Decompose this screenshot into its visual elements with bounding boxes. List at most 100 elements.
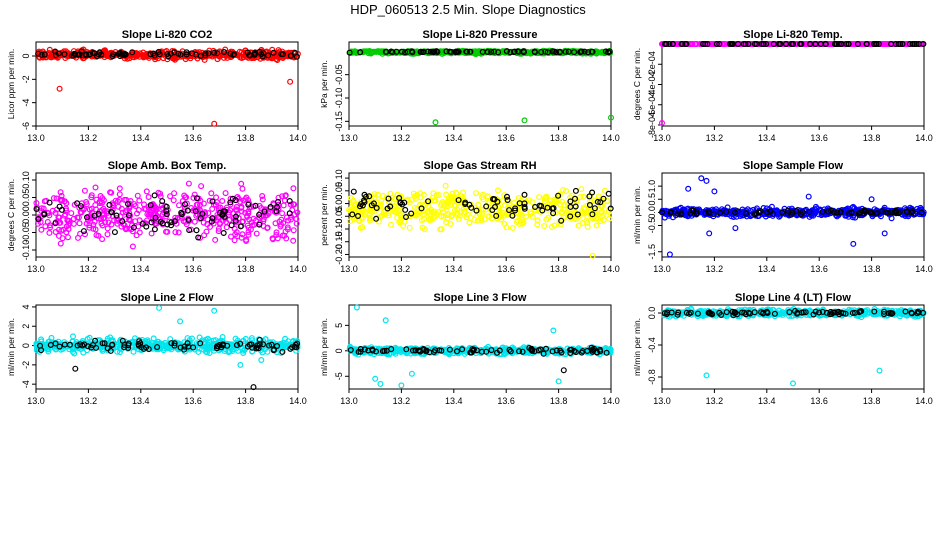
data-point [113, 212, 120, 219]
data-point [256, 202, 263, 209]
data-point [468, 204, 475, 211]
data-point [141, 201, 148, 208]
data-point [571, 195, 578, 202]
outlier-point [258, 357, 265, 364]
outlier-point [382, 317, 389, 324]
data-point [572, 187, 579, 194]
x-tick-label: 13.8 [550, 133, 568, 143]
x-tick-label: 13.0 [653, 264, 671, 274]
data-point [279, 51, 286, 58]
data-point [77, 230, 84, 237]
x-tick-label: 13.2 [393, 264, 411, 274]
data-point [357, 225, 364, 232]
data-point [359, 202, 366, 209]
data-point [243, 238, 250, 245]
data-point [209, 198, 216, 205]
data-point [371, 194, 378, 201]
data-point [81, 231, 88, 238]
data-point [245, 210, 252, 217]
data-point [491, 48, 498, 55]
data-point [403, 214, 410, 221]
data-point [204, 221, 211, 228]
data-point [410, 190, 417, 197]
y-tick-label: -0.8 [647, 369, 657, 385]
data-point [669, 40, 676, 47]
panel-4: Slope Amb. Box Temp.13.0 13.2 13.4 13.6 13.8… [6, 160, 307, 274]
data-point [568, 48, 575, 55]
data-point [256, 211, 263, 218]
data-point [545, 214, 552, 221]
data-point [46, 229, 53, 236]
data-point [74, 214, 81, 221]
data-point [509, 225, 516, 232]
data-point [123, 207, 130, 214]
data-point [482, 48, 489, 55]
data-point [753, 40, 760, 47]
y-tick-label: -0.05 [334, 206, 344, 227]
data-point [402, 49, 409, 56]
x-tick-label: 13.0 [340, 396, 358, 406]
data-point [551, 222, 558, 229]
y-tick-label: -0.5 [647, 218, 657, 234]
x-tick-label: 13.2 [393, 396, 411, 406]
data-point [504, 197, 511, 204]
data-point [349, 49, 356, 56]
data-point [520, 219, 527, 226]
data-point [804, 40, 811, 47]
data-point [133, 232, 140, 239]
data-point [74, 200, 81, 207]
data-point [240, 218, 247, 225]
data-point [276, 218, 283, 225]
data-point [605, 190, 612, 197]
data-point [531, 206, 538, 213]
y-tick-label: 0.0 [647, 206, 657, 219]
x-tick-label: 14.0 [289, 133, 307, 143]
data-point [552, 49, 559, 56]
data-point [86, 206, 93, 213]
data-point [184, 207, 191, 214]
data-point [562, 48, 569, 55]
data-point [259, 193, 266, 200]
outlier-point [868, 196, 875, 203]
data-point [434, 48, 441, 55]
x-tick-label: 13.8 [863, 264, 881, 274]
data-point [152, 214, 159, 221]
data-point [885, 40, 892, 47]
data-point [581, 210, 588, 217]
data-point [283, 214, 290, 221]
x-tick-label: 13.0 [27, 396, 45, 406]
data-point [92, 184, 99, 191]
data-point [536, 194, 543, 201]
data-point [287, 52, 294, 59]
data-point [235, 195, 242, 202]
data-point [872, 40, 879, 47]
data-point [238, 208, 245, 215]
x-tick-label: 13.6 [810, 133, 828, 143]
outlier-point [666, 251, 673, 258]
data-point [119, 51, 126, 58]
data-point [256, 221, 263, 228]
data-point [420, 202, 427, 209]
data-point [55, 232, 62, 239]
x-tick-label: 13.4 [758, 396, 776, 406]
data-point [473, 207, 480, 214]
data-point [65, 218, 72, 225]
x-tick-label: 13.6 [810, 396, 828, 406]
outlier-point [711, 188, 718, 195]
data-point [80, 228, 87, 235]
x-tick-label: 13.8 [863, 133, 881, 143]
data-point [573, 197, 580, 204]
data-point [920, 40, 927, 47]
data-point [541, 195, 548, 202]
data-point [454, 48, 461, 55]
x-tick-label: 13.4 [132, 133, 150, 143]
data-point [433, 211, 440, 218]
data-point [251, 49, 258, 56]
data-point [264, 225, 271, 232]
data-point [119, 218, 126, 225]
data-point [454, 211, 461, 218]
data-point [584, 49, 591, 56]
data-point [270, 236, 277, 243]
data-point [435, 192, 442, 199]
data-point [104, 225, 111, 232]
